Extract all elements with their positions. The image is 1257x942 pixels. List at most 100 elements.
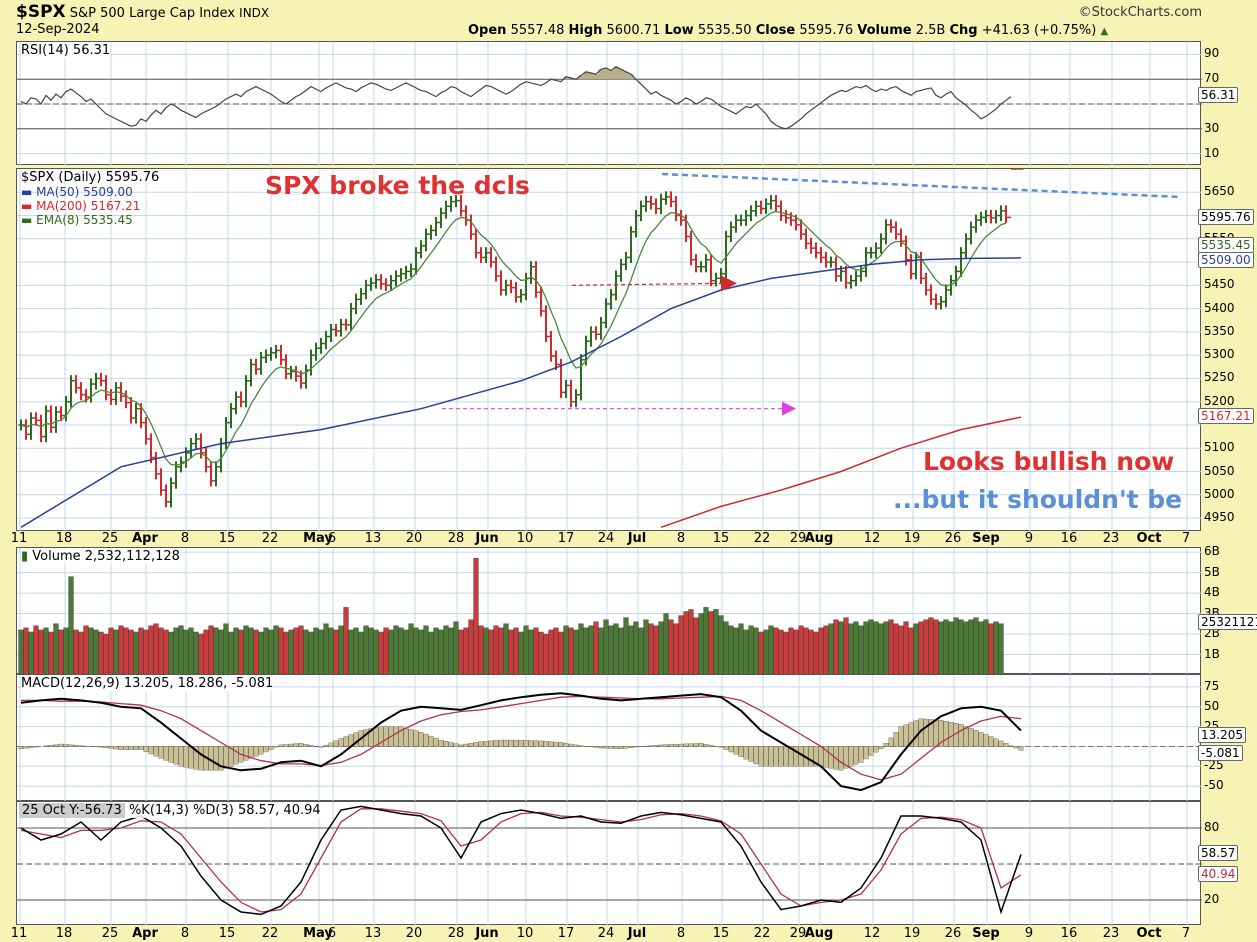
macd-histogram-bar — [78, 745, 84, 747]
x-tick-label: 22 — [261, 531, 279, 546]
macd-histogram-bar — [783, 746, 789, 767]
macd-histogram-bar — [933, 719, 939, 747]
volume-bar — [28, 631, 34, 675]
x-tick-label: Aug — [804, 531, 834, 546]
volume-bar — [658, 621, 664, 675]
volume-bar — [578, 623, 584, 675]
macd-panel[interactable]: MACD(12,26,9) 13.205, 18.286, -5.081 — [16, 674, 1202, 802]
x-tick-label: 17 — [557, 531, 575, 546]
volume-bar — [158, 627, 164, 675]
volume-bar — [643, 619, 649, 675]
rsi-overbought-fill — [563, 66, 634, 80]
ema8-line — [20, 210, 1007, 466]
macd-histogram-bar — [248, 746, 254, 759]
x-tick-label: 23 — [1102, 926, 1120, 941]
price-tick: 5100 — [1204, 440, 1235, 455]
annotation-dcls: SPX broke the dcls — [265, 171, 530, 200]
volume-bar — [428, 631, 434, 675]
x-tick-label: 18 — [55, 531, 73, 546]
macd-histogram-bar — [903, 724, 909, 747]
stochastic-axis: 80 20 — [1202, 801, 1257, 925]
macd-histogram-bar — [493, 740, 499, 747]
volume-bar — [843, 617, 849, 675]
volume-bar — [818, 627, 824, 675]
volume-bar — [458, 629, 464, 675]
macd-axis: 75 50 25 -25 -50 — [1202, 674, 1257, 801]
volume-bar — [263, 627, 269, 675]
x-tick-label: 29 — [789, 531, 807, 546]
macd-histogram-bar — [668, 744, 674, 747]
volume-chart — [17, 548, 1202, 675]
rsi-tick: 30 — [1204, 120, 1220, 135]
volume-bar — [398, 627, 404, 675]
volume-panel[interactable]: ▮ Volume 2,532,112,128 — [16, 547, 1202, 675]
volume-bar — [338, 625, 344, 675]
volume-bar — [178, 625, 184, 675]
macd-histogram-bar — [443, 741, 449, 747]
macd-histogram-bar — [168, 746, 174, 763]
x-tick-label: 10 — [516, 926, 534, 941]
macd-tick: 75 — [1204, 678, 1220, 693]
rsi-title: RSI(14) 56.31 — [21, 43, 111, 58]
volume-bar — [593, 621, 599, 675]
x-tick-label: 12 — [863, 531, 881, 546]
volume-bar — [748, 625, 754, 675]
macd-histogram-bar — [173, 746, 179, 765]
volume-bar — [668, 619, 674, 675]
dcl-trendline — [661, 172, 1180, 199]
ohlc-readout: Open 5557.48 High 5600.71 Low 5535.50 Cl… — [468, 23, 1109, 38]
volume-bar — [603, 619, 609, 675]
macd-histogram-bar — [748, 746, 754, 762]
volume-bar — [538, 631, 544, 675]
price-panel[interactable]: $SPX (Daily) 5595.76 ▬ MA(50) 5509.00 ▬ … — [16, 168, 1202, 532]
x-tick-label: 26 — [944, 531, 962, 546]
macd-histogram-bar — [163, 746, 169, 761]
volume-bar — [743, 629, 749, 675]
macd-histogram-bar — [653, 745, 659, 747]
volume-bar — [233, 627, 239, 675]
rsi-tick: 70 — [1204, 71, 1220, 86]
macd-histogram-bar — [428, 735, 434, 747]
volume-bar — [648, 623, 654, 675]
rsi-panel[interactable]: RSI(14) 56.31 — [16, 41, 1202, 166]
x-tick-label: 24 — [597, 531, 615, 546]
close-value-tag: 5595.76 — [1198, 208, 1254, 225]
stochastic-panel[interactable]: 25 Oct Y:-56.73 %K(14,3) %D(3) 58.57, 40… — [16, 801, 1202, 926]
x-tick-label: 8 — [676, 926, 686, 941]
macd-histogram-bar — [453, 743, 459, 747]
volume-bar — [733, 627, 739, 675]
macd-histogram-bar — [463, 743, 469, 747]
x-tick-label: 26 — [944, 926, 962, 941]
volume-bar — [208, 625, 214, 675]
stoch-tick: 20 — [1204, 892, 1220, 906]
volume-bar — [183, 629, 189, 675]
macd-histogram-bar — [183, 746, 189, 768]
volume-bar — [523, 625, 529, 675]
volume-bar — [83, 625, 89, 675]
volume-bar — [923, 619, 929, 675]
volume-bar — [928, 617, 934, 675]
volume-bar — [853, 621, 859, 675]
macd-histogram-bar — [343, 736, 349, 747]
macd-histogram-bar — [923, 718, 929, 747]
brand[interactable]: ©StockCharts.com — [1078, 5, 1202, 20]
macd-histogram-bar — [448, 742, 454, 747]
volume-bar — [163, 629, 169, 675]
macd-histogram-bar — [258, 746, 264, 755]
volume-bar — [788, 627, 794, 675]
macd-histogram-bar — [848, 746, 854, 767]
macd-histogram-bar — [18, 746, 24, 750]
volume-bar — [808, 629, 814, 675]
index-name: S&P 500 Large Cap Index — [69, 6, 236, 21]
volume-bar — [943, 619, 949, 675]
volume-bar — [933, 619, 939, 675]
x-tick-label: Jun — [475, 926, 499, 941]
price-tick: 5000 — [1204, 486, 1235, 501]
volume-bar — [173, 627, 179, 675]
macd-histogram-bar — [1003, 743, 1009, 747]
price-tick: 5400 — [1204, 300, 1235, 315]
macd-histogram-bar — [373, 727, 379, 747]
volume-bar — [43, 627, 49, 675]
macd-histogram-bar — [1013, 746, 1019, 749]
volume-bar — [678, 615, 684, 675]
